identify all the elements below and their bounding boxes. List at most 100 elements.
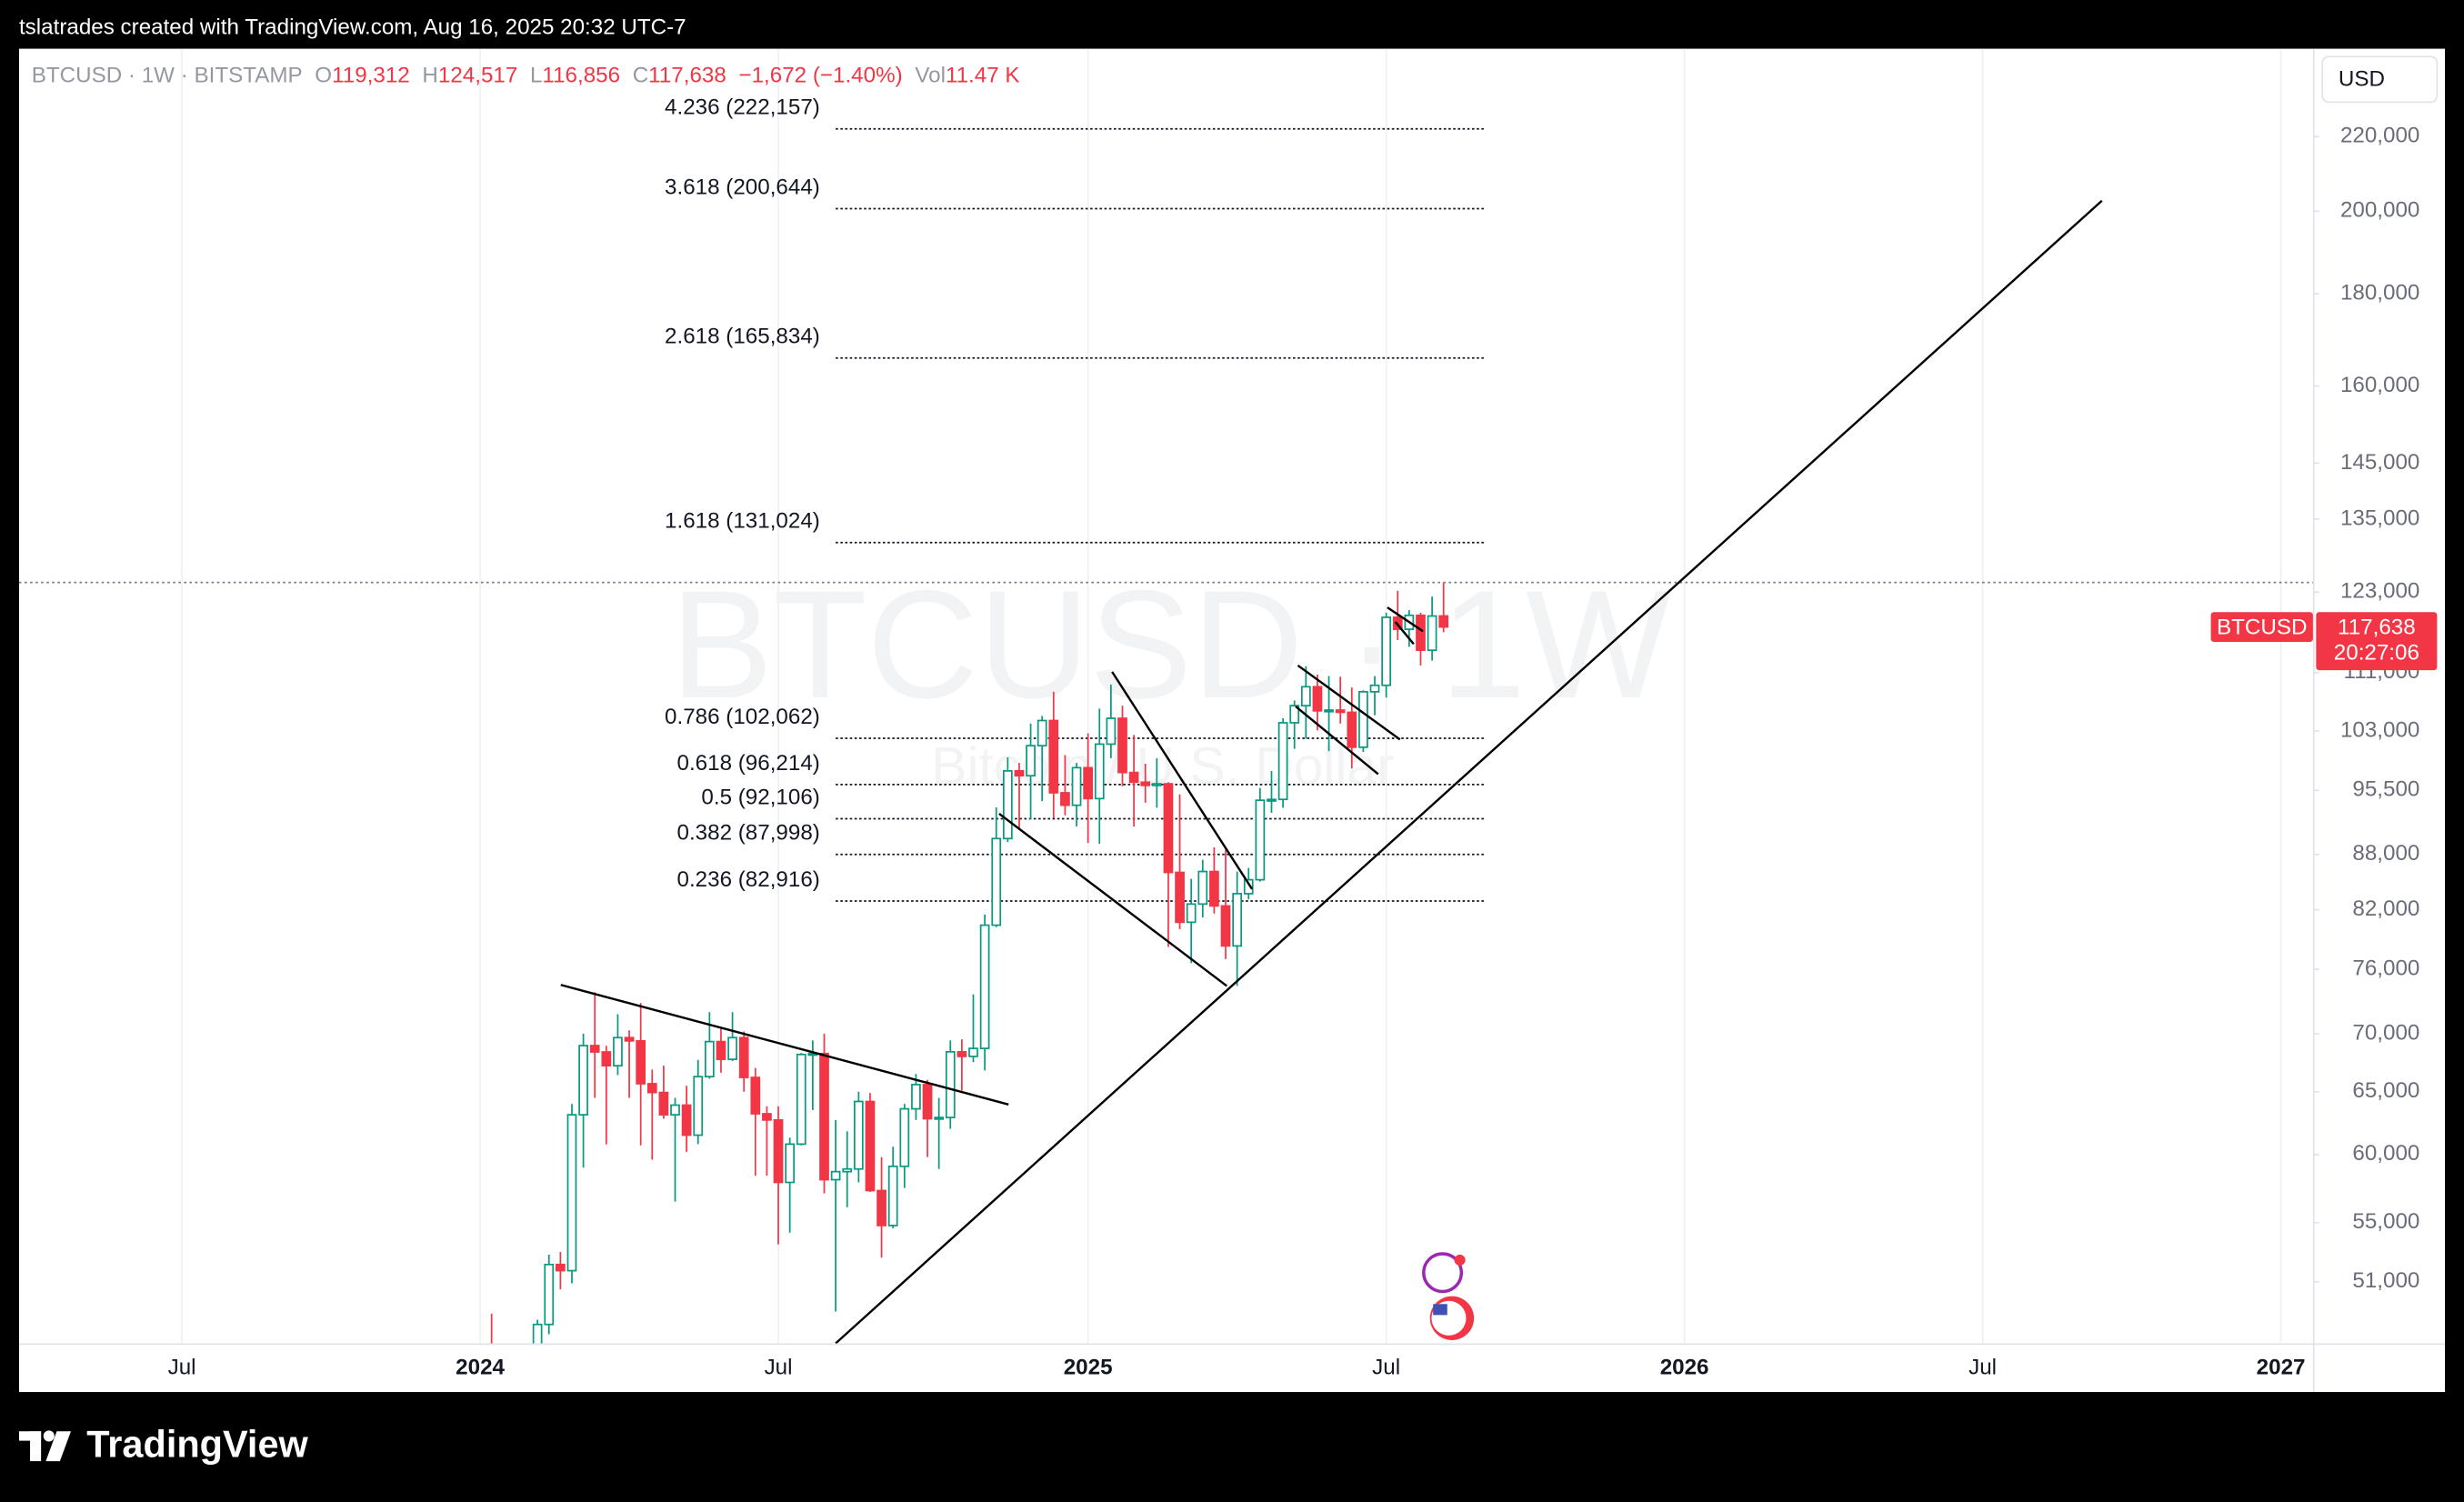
ideas-icon[interactable] bbox=[1422, 1252, 1464, 1294]
fib-level-label: 4.236 (222,157) bbox=[665, 95, 820, 120]
legend-change: −1,672 (−1.40%) bbox=[738, 64, 902, 88]
candle-body bbox=[1094, 743, 1105, 800]
price-tag-countdown: 20:27:06 bbox=[2334, 640, 2419, 665]
candle-body bbox=[1335, 709, 1346, 714]
candle-body bbox=[1438, 615, 1449, 628]
candle-body bbox=[830, 1170, 841, 1181]
y-tick-label: 180,000 bbox=[2340, 280, 2419, 305]
candle-body bbox=[1312, 686, 1323, 712]
candle-body bbox=[957, 1051, 967, 1057]
candle-body bbox=[1277, 722, 1288, 801]
candle-body bbox=[646, 1083, 657, 1094]
candle-body bbox=[842, 1167, 853, 1173]
legend-close: 117,638 bbox=[648, 64, 726, 88]
y-tick-label: 76,000 bbox=[2352, 956, 2419, 980]
candle-body bbox=[1381, 616, 1391, 686]
trend-line bbox=[1297, 664, 1401, 741]
candle-body bbox=[1014, 770, 1025, 777]
fib-level-label: 2.618 (165,834) bbox=[665, 325, 820, 349]
candle-body bbox=[1037, 719, 1047, 747]
event-icons[interactable] bbox=[1422, 1252, 1475, 1341]
legend-open-prefix: O bbox=[315, 64, 332, 88]
candle-body bbox=[1289, 705, 1300, 724]
y-tick-label: 200,000 bbox=[2340, 198, 2419, 223]
candle-body bbox=[578, 1045, 588, 1116]
trend-line bbox=[560, 984, 1009, 1106]
y-tick-label: 135,000 bbox=[2340, 506, 2419, 530]
candle-body bbox=[934, 1116, 945, 1120]
candle-body bbox=[876, 1189, 886, 1227]
candle-body bbox=[601, 1051, 612, 1066]
candle-body bbox=[670, 1104, 680, 1116]
trend-line bbox=[1111, 671, 1254, 890]
us-flag-canton[interactable] bbox=[1433, 1304, 1447, 1316]
candle-body bbox=[556, 1263, 566, 1272]
candle-body bbox=[1220, 905, 1231, 947]
trend-line bbox=[1295, 706, 1379, 776]
currency-button[interactable]: USD bbox=[2321, 55, 2439, 104]
price-tag bbox=[2316, 612, 2438, 671]
candle-body bbox=[566, 1114, 577, 1272]
candle-body bbox=[968, 1047, 978, 1057]
candle-body bbox=[1128, 771, 1139, 784]
brand-icon-dot bbox=[43, 1430, 55, 1442]
y-tick-label: 123,000 bbox=[2340, 579, 2419, 604]
candle-body bbox=[1106, 717, 1117, 746]
fib-level-label: 0.382 (87,998) bbox=[676, 821, 819, 846]
y-tick-label: 95,500 bbox=[2352, 777, 2419, 802]
candle-body bbox=[762, 1113, 772, 1121]
candle-body bbox=[750, 1076, 761, 1115]
candle-body bbox=[1369, 684, 1380, 693]
candle-body bbox=[613, 1036, 623, 1066]
candle-body bbox=[1358, 691, 1368, 748]
x-tick-label: 2025 bbox=[1064, 1356, 1113, 1380]
currency-box[interactable] bbox=[2321, 55, 2439, 104]
brand-name: TradingView bbox=[86, 1422, 308, 1465]
candle-body bbox=[1151, 783, 1162, 786]
fib-level-label: 0.618 (96,214) bbox=[676, 751, 819, 776]
candle-body bbox=[1060, 792, 1070, 806]
candle-body bbox=[1117, 717, 1127, 774]
candle-body bbox=[819, 1052, 829, 1181]
trend-line bbox=[1387, 606, 1424, 633]
watermark-subtitle: Bitcoin / U.S. Dollar bbox=[931, 736, 1394, 796]
x-tick-label: 2024 bbox=[456, 1356, 505, 1380]
y-tick-label: 60,000 bbox=[2352, 1141, 2419, 1166]
currency[interactable]: USD bbox=[2339, 67, 2385, 92]
candle-body bbox=[1347, 711, 1357, 748]
y-tick-label: 160,000 bbox=[2340, 373, 2419, 397]
x-tick-label: 2027 bbox=[2257, 1356, 2306, 1380]
y-tick-label: 55,000 bbox=[2352, 1209, 2419, 1234]
candle-body bbox=[532, 1323, 543, 1344]
y-tick-label: 70,000 bbox=[2352, 1020, 2419, 1045]
fib-level-label: 0.5 (92,106) bbox=[701, 785, 819, 809]
y-tick-label: 51,000 bbox=[2352, 1268, 2419, 1293]
candle-body bbox=[945, 1051, 956, 1118]
header-text: tslatrades created with TradingView.com,… bbox=[19, 15, 686, 39]
watermark: BTCUSD · 1W Bitcoin / U.S. Dollar bbox=[670, 558, 1671, 796]
legend-open: 119,312 bbox=[332, 64, 410, 88]
x-tick-label: Jul bbox=[168, 1356, 196, 1380]
y-tick-label: 220,000 bbox=[2340, 124, 2419, 148]
legend: BTCUSD · 1W · BITSTAMP O119,312 H124,517… bbox=[32, 64, 1020, 88]
candle-body bbox=[1427, 615, 1437, 652]
candle-body bbox=[1026, 745, 1036, 777]
candle-body bbox=[1197, 870, 1208, 906]
x-tick-label: 2026 bbox=[1660, 1356, 1709, 1380]
trend-line bbox=[998, 812, 1228, 987]
candle-body bbox=[911, 1084, 921, 1110]
legend-volume: 11.47 K bbox=[946, 64, 1020, 88]
candle-body bbox=[1232, 893, 1242, 947]
candle-body bbox=[1324, 709, 1334, 713]
trend-line bbox=[1394, 621, 1415, 646]
candle-body bbox=[636, 1039, 646, 1085]
axes: Jul 2024 Jul 2025 Jul 2026 Jul 2027 51,000 55,000… bbox=[168, 124, 2438, 1380]
candle-body bbox=[1048, 719, 1059, 794]
fib-level-label: 1.618 (131,024) bbox=[665, 509, 820, 534]
x-tick-label: Jul bbox=[765, 1356, 793, 1380]
candle-body bbox=[887, 1165, 898, 1227]
legend-high: 124,517 bbox=[438, 64, 517, 88]
candle-body bbox=[1243, 878, 1254, 895]
ideas-badge[interactable] bbox=[1454, 1254, 1466, 1266]
